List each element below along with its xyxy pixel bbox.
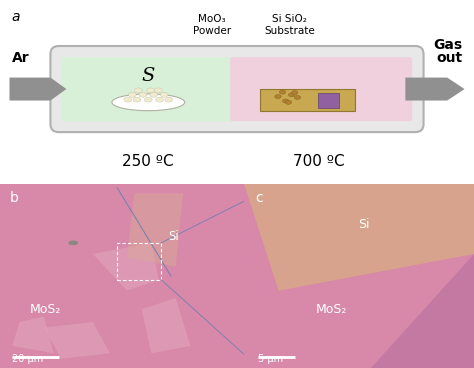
Text: 250 ºC: 250 ºC — [122, 155, 174, 169]
Ellipse shape — [135, 88, 142, 93]
Ellipse shape — [156, 97, 164, 102]
Text: 5 μm: 5 μm — [258, 354, 283, 364]
Text: c: c — [255, 191, 263, 205]
Text: a: a — [12, 10, 20, 24]
Polygon shape — [142, 298, 191, 353]
Polygon shape — [244, 184, 474, 291]
Ellipse shape — [139, 92, 146, 97]
FancyArrow shape — [9, 78, 66, 100]
Polygon shape — [371, 254, 474, 368]
Polygon shape — [93, 243, 159, 291]
Ellipse shape — [275, 95, 281, 99]
Ellipse shape — [283, 99, 289, 103]
Ellipse shape — [165, 97, 173, 102]
Ellipse shape — [155, 88, 162, 93]
Ellipse shape — [68, 241, 78, 245]
Ellipse shape — [145, 97, 152, 102]
FancyBboxPatch shape — [50, 46, 424, 132]
Text: Gas
out: Gas out — [433, 38, 462, 65]
Text: Ar: Ar — [12, 51, 29, 65]
Text: Si: Si — [168, 230, 179, 243]
Polygon shape — [127, 193, 183, 267]
Ellipse shape — [128, 92, 136, 97]
Bar — [318, 93, 339, 108]
Polygon shape — [12, 316, 54, 353]
Ellipse shape — [294, 95, 301, 99]
Text: MoS₂: MoS₂ — [316, 302, 347, 316]
FancyArrow shape — [405, 78, 465, 100]
Text: 700 ºC: 700 ºC — [293, 155, 345, 169]
Bar — [260, 89, 356, 111]
Text: Si: Si — [358, 218, 369, 231]
Ellipse shape — [133, 97, 141, 102]
Ellipse shape — [288, 93, 295, 97]
Bar — [117, 243, 161, 280]
Ellipse shape — [112, 94, 185, 111]
Ellipse shape — [146, 88, 155, 93]
Text: MoO₃
Powder: MoO₃ Powder — [193, 14, 231, 36]
Text: MoS₂: MoS₂ — [29, 302, 61, 316]
Text: S: S — [142, 67, 155, 85]
Text: 20 μm: 20 μm — [12, 354, 44, 364]
Ellipse shape — [285, 100, 292, 104]
FancyBboxPatch shape — [62, 57, 235, 121]
Polygon shape — [44, 322, 110, 359]
Ellipse shape — [160, 92, 168, 97]
Ellipse shape — [292, 91, 298, 95]
Text: Si SiO₂
Substrate: Si SiO₂ Substrate — [264, 14, 315, 36]
Ellipse shape — [124, 97, 132, 102]
FancyBboxPatch shape — [230, 57, 412, 121]
Ellipse shape — [279, 90, 286, 94]
Ellipse shape — [150, 92, 157, 97]
Text: b: b — [10, 191, 18, 205]
